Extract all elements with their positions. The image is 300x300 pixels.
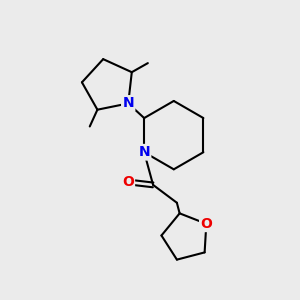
Text: N: N: [138, 145, 150, 159]
Text: O: O: [200, 217, 212, 231]
Text: N: N: [122, 96, 134, 110]
Text: O: O: [122, 175, 134, 189]
